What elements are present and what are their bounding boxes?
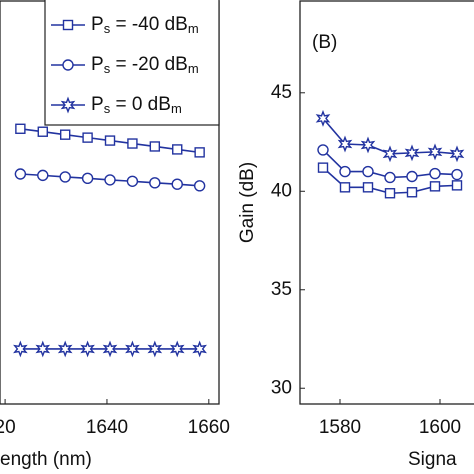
x-axis-label: Signa (408, 449, 457, 470)
marker (125, 340, 140, 358)
marker (172, 144, 183, 155)
y-axis-label: Gain (dB) (237, 162, 258, 243)
y-tick-label: 45 (271, 82, 292, 103)
x-tick-label: 20 (0, 417, 16, 438)
marker (149, 177, 161, 189)
marker (57, 340, 73, 358)
marker (406, 187, 418, 198)
marker (149, 141, 161, 152)
marker (82, 132, 93, 143)
marker (37, 169, 49, 182)
legend-label: Ps = -20 dBm (91, 54, 199, 76)
marker (384, 188, 396, 199)
marker (127, 138, 138, 149)
marker (147, 340, 163, 358)
marker (449, 145, 465, 163)
marker (404, 144, 420, 162)
marker (126, 175, 139, 187)
marker (194, 147, 205, 158)
marker (104, 174, 116, 186)
marker (102, 340, 118, 358)
x-tick-label: 1580 (319, 417, 361, 438)
x-axis-label: ength (nm) (0, 449, 92, 470)
marker (14, 168, 27, 180)
marker (15, 123, 26, 134)
marker (427, 143, 443, 161)
marker (37, 126, 48, 137)
y-tick-label: 30 (271, 377, 292, 398)
panel-label: (B) (312, 32, 337, 53)
marker (192, 340, 207, 358)
marker (429, 181, 441, 192)
marker (339, 165, 351, 178)
marker (337, 135, 353, 153)
marker (13, 340, 28, 358)
marker (59, 129, 71, 140)
marker (193, 180, 206, 192)
marker (171, 178, 183, 190)
marker (382, 145, 398, 163)
marker (104, 135, 116, 146)
marker (451, 180, 463, 191)
x-tick-label: 1640 (86, 417, 128, 438)
marker (62, 19, 74, 31)
marker (35, 340, 51, 358)
marker (451, 168, 463, 181)
marker (80, 340, 95, 358)
marker (315, 109, 331, 127)
x-tick-label: 1660 (188, 417, 230, 438)
marker (362, 182, 374, 193)
marker (59, 171, 71, 183)
y-tick-label: 35 (271, 279, 292, 300)
marker (339, 182, 351, 193)
marker (429, 167, 441, 180)
plot-frame (299, 0, 474, 405)
x-tick-label: 1600 (419, 417, 461, 438)
y-tick-label: 40 (271, 180, 292, 201)
marker (406, 170, 418, 183)
legend-box (44, 0, 220, 126)
marker (317, 162, 329, 173)
marker (384, 171, 396, 184)
marker (60, 96, 76, 114)
marker (360, 136, 376, 154)
legend-label: Ps = -40 dBm (91, 14, 199, 36)
marker (62, 59, 74, 71)
marker (362, 165, 374, 178)
marker (169, 340, 185, 358)
marker (81, 172, 94, 185)
legend-label: Ps = 0 dBm (91, 94, 182, 116)
marker (317, 144, 329, 156)
